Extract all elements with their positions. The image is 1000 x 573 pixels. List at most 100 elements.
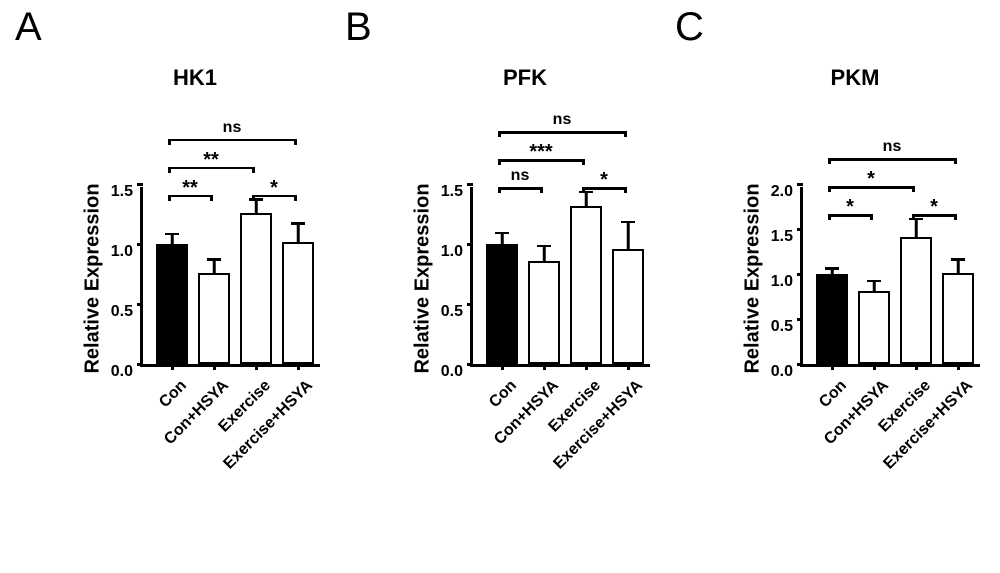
bar: [612, 249, 644, 364]
chart-panel: PFK Relative Expression0.00.51.01.5ConCon…: [375, 65, 675, 367]
bar: [240, 213, 272, 364]
significance-label: **: [182, 177, 198, 200]
significance-drop: [828, 214, 831, 220]
error-bar: [915, 219, 918, 237]
y-axis-label: Relative Expression: [412, 179, 435, 379]
error-bar: [627, 222, 630, 248]
significance-bracket: [499, 187, 541, 190]
error-cap: [291, 222, 305, 225]
significance-drop: [168, 167, 171, 173]
significance-drop: [870, 214, 873, 220]
significance-drop: [954, 214, 957, 220]
significance-drop: [168, 139, 171, 145]
significance-drop: [210, 195, 213, 201]
chart-panel: HK1Relative Expression0.00.51.01.5ConCon…: [45, 65, 345, 367]
x-tick-mark: [543, 364, 546, 370]
y-tick-mark: [797, 318, 803, 321]
significance-label: ns: [883, 138, 902, 156]
y-axis-label: Relative Expression: [82, 179, 105, 379]
error-bar: [957, 260, 960, 274]
x-tick-mark: [213, 364, 216, 370]
y-tick-label: 1.5: [111, 183, 143, 201]
x-tick-mark: [585, 364, 588, 370]
significance-label: *: [600, 169, 608, 192]
significance-drop: [168, 195, 171, 201]
bar: [486, 244, 518, 364]
y-tick-mark: [467, 183, 473, 186]
error-cap: [951, 258, 965, 261]
significance-bracket: [169, 139, 295, 142]
significance-drop: [912, 214, 915, 220]
error-cap: [165, 233, 179, 236]
y-tick-label: 0.0: [771, 363, 803, 381]
significance-drop: [582, 187, 585, 193]
error-bar: [171, 234, 174, 244]
chart-area: Relative Expression0.00.51.01.5ConCon+HS…: [140, 95, 320, 367]
y-tick-label: 0.5: [111, 303, 143, 321]
significance-drop: [582, 159, 585, 165]
significance-drop: [498, 187, 501, 193]
error-bar: [543, 246, 546, 260]
y-tick-label: 1.5: [771, 228, 803, 246]
significance-label: ns: [553, 111, 572, 129]
y-axis-label: Relative Expression: [742, 179, 765, 379]
significance-label: *: [270, 177, 278, 200]
error-cap: [867, 280, 881, 283]
chart-panel: PKM Relative Expression0.00.51.01.52.0Con…: [705, 65, 1000, 367]
y-tick-mark: [137, 183, 143, 186]
y-tick-label: 1.0: [771, 273, 803, 291]
x-tick-mark: [297, 364, 300, 370]
panel-label: A: [15, 5, 42, 50]
x-tick-mark: [915, 364, 918, 370]
y-tick-mark: [797, 273, 803, 276]
chart-title: PFK: [503, 65, 547, 91]
panel-label: B: [345, 5, 372, 50]
plot-area: Relative Expression0.00.51.01.5ConCon+HS…: [470, 187, 650, 367]
significance-drop: [828, 186, 831, 192]
x-tick-mark: [255, 364, 258, 370]
chart-title: PKM: [831, 65, 880, 91]
error-cap: [825, 267, 839, 270]
bar: [198, 273, 230, 364]
error-cap: [537, 245, 551, 248]
significance-label: *: [867, 168, 875, 191]
chart-area: Relative Expression0.00.51.01.52.0ConCon…: [800, 95, 980, 367]
y-tick-mark: [797, 228, 803, 231]
x-tick-mark: [171, 364, 174, 370]
x-tick-mark: [627, 364, 630, 370]
error-bar: [501, 233, 504, 244]
significance-drop: [252, 195, 255, 201]
error-cap: [495, 232, 509, 235]
bar: [528, 261, 560, 364]
significance-bracket: [499, 131, 625, 134]
bar: [942, 273, 974, 364]
x-tick-mark: [957, 364, 960, 370]
y-tick-mark: [467, 303, 473, 306]
y-tick-label: 1.0: [441, 243, 473, 261]
error-cap: [621, 221, 635, 224]
y-tick-mark: [137, 363, 143, 366]
significance-label: **: [203, 149, 219, 172]
y-tick-label: 0.0: [441, 363, 473, 381]
significance-drop: [294, 139, 297, 145]
significance-drop: [498, 159, 501, 165]
significance-label: ns: [511, 167, 530, 185]
error-bar: [297, 224, 300, 242]
significance-drop: [294, 195, 297, 201]
y-tick-label: 1.0: [111, 243, 143, 261]
y-tick-mark: [137, 243, 143, 246]
significance-drop: [954, 158, 957, 164]
y-tick-label: 0.5: [771, 318, 803, 336]
x-tick-mark: [831, 364, 834, 370]
bar: [282, 242, 314, 364]
chart-area: Relative Expression0.00.51.01.5ConCon+HS…: [470, 95, 650, 367]
y-tick-mark: [467, 243, 473, 246]
x-tick-mark: [501, 364, 504, 370]
error-bar: [585, 192, 588, 205]
bar: [816, 274, 848, 364]
significance-bracket: [829, 158, 955, 161]
error-cap: [207, 258, 221, 261]
error-bar: [213, 260, 216, 273]
significance-drop: [540, 187, 543, 193]
panel-label: C: [675, 5, 704, 50]
